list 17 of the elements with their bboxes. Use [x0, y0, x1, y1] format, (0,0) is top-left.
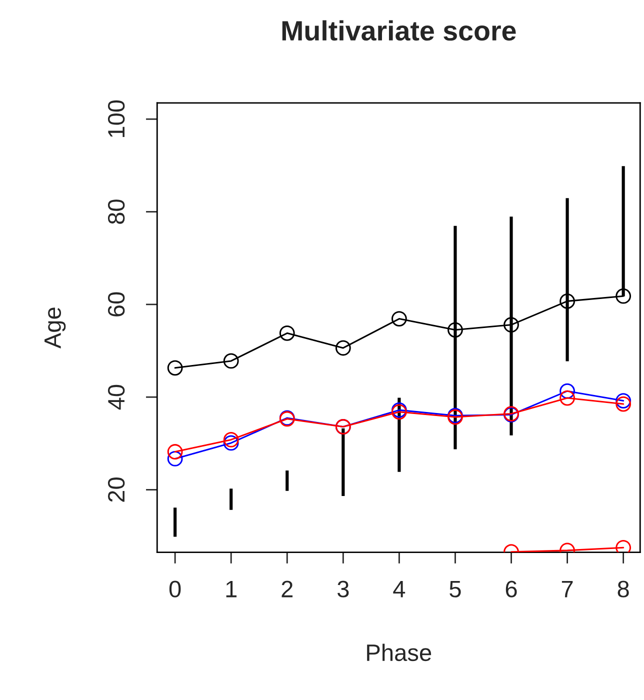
y-axis-title: Age	[44, 308, 66, 349]
x-tick-label: 4	[393, 580, 406, 598]
x-tick-label: 5	[450, 580, 461, 598]
x-tick-label: 6	[506, 580, 517, 598]
chart-title: Multivariate score	[282, 20, 516, 41]
y-tick-label: 80	[108, 200, 125, 224]
x-tick-label: 8	[618, 580, 629, 598]
x-tick-label: 3	[338, 580, 349, 598]
x-tick-label: 2	[282, 580, 293, 598]
x-tick-label: 7	[562, 580, 573, 598]
y-tick-label: 20	[108, 478, 125, 502]
x-axis-title: Phase	[367, 644, 432, 662]
y-tick-label: 40	[108, 384, 125, 410]
x-tick-label: 1	[226, 580, 237, 598]
y-tick-label: 100	[108, 100, 125, 138]
y-tick-label: 60	[108, 292, 125, 316]
x-tick-label: 0	[169, 580, 181, 598]
